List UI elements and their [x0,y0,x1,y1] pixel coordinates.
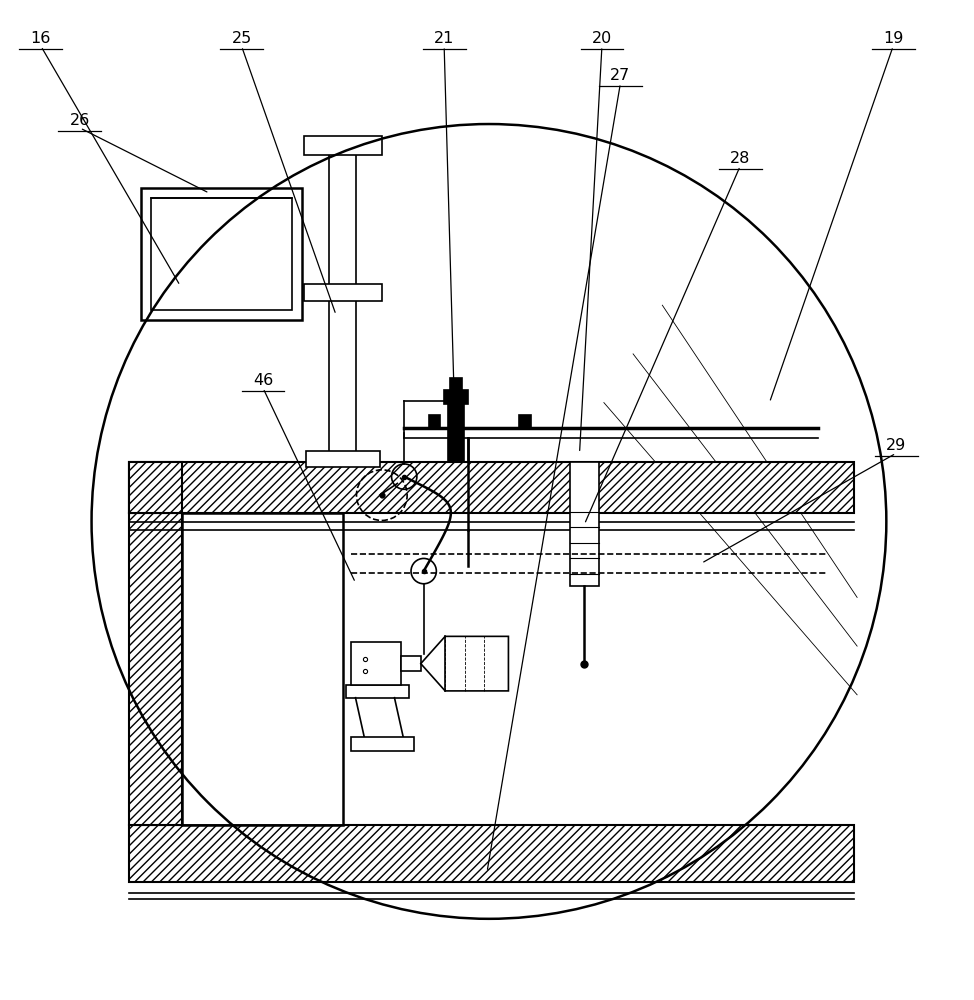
Bar [444,390,468,404]
Text: 27: 27 [611,68,630,83]
Bar [401,656,421,671]
Bar [329,292,356,462]
Bar [304,284,382,301]
Bar [450,378,462,390]
Bar [329,141,356,292]
Bar [129,513,182,825]
Bar [570,462,599,586]
Text: 46: 46 [253,373,273,388]
Bar [429,415,440,428]
Bar [306,451,380,467]
Bar [304,136,382,155]
Bar [182,513,343,825]
Text: 16: 16 [31,31,51,46]
Text: 19: 19 [883,31,903,46]
Text: 25: 25 [232,31,251,46]
Bar [141,188,302,320]
Bar [129,825,854,882]
Text: 29: 29 [886,438,906,453]
Bar [351,737,414,751]
Bar [346,685,409,698]
Text: 28: 28 [730,151,750,166]
Text: 21: 21 [434,31,454,46]
Bar [448,404,464,462]
Text: 26: 26 [70,113,90,128]
Bar [129,462,854,513]
Polygon shape [421,636,508,691]
Bar [519,415,531,428]
Bar [129,462,182,513]
Text: 20: 20 [592,31,612,46]
Bar [151,198,292,310]
Bar [351,642,401,685]
